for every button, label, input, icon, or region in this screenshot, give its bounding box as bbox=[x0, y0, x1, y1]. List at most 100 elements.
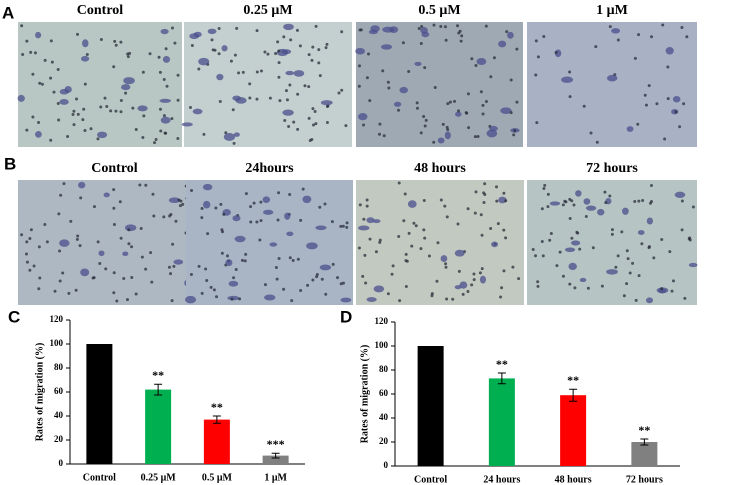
bar bbox=[86, 344, 113, 464]
cell bbox=[480, 267, 484, 271]
cell bbox=[378, 238, 382, 242]
cell bbox=[597, 208, 605, 216]
cell bbox=[451, 297, 455, 301]
cell bbox=[625, 249, 629, 253]
cell bbox=[212, 288, 216, 292]
cell bbox=[335, 276, 339, 280]
cell bbox=[344, 124, 348, 128]
cell bbox=[255, 70, 259, 74]
cell bbox=[535, 121, 539, 125]
x-tick-label: 24 hours bbox=[483, 474, 520, 485]
cell bbox=[401, 41, 405, 45]
cell bbox=[531, 247, 535, 251]
cell bbox=[586, 286, 590, 290]
cell bbox=[652, 256, 656, 260]
cell bbox=[317, 61, 321, 65]
cell bbox=[178, 204, 182, 208]
cell bbox=[37, 287, 41, 291]
cell bbox=[278, 99, 282, 103]
cell bbox=[600, 284, 604, 288]
cell bbox=[415, 101, 419, 105]
cell bbox=[217, 27, 221, 31]
cell bbox=[461, 292, 465, 296]
cell bbox=[368, 237, 372, 241]
cell bbox=[275, 277, 279, 281]
cell bbox=[37, 120, 41, 124]
cell bbox=[263, 209, 274, 215]
cell bbox=[205, 278, 209, 282]
image-caption: 0.25 μM bbox=[243, 3, 292, 18]
cell bbox=[412, 221, 416, 225]
cell bbox=[367, 52, 371, 56]
cell bbox=[340, 297, 352, 303]
cell bbox=[112, 65, 116, 69]
cell bbox=[484, 24, 488, 28]
cell bbox=[206, 232, 210, 236]
cell bbox=[237, 71, 241, 75]
cell bbox=[644, 103, 648, 107]
cell bbox=[104, 267, 108, 271]
cell bbox=[255, 29, 259, 33]
cell bbox=[57, 118, 61, 122]
cell bbox=[459, 39, 463, 43]
x-tick-label: 1 μM bbox=[264, 472, 287, 483]
cell bbox=[320, 277, 324, 281]
cell bbox=[176, 73, 180, 77]
cell bbox=[119, 40, 123, 44]
cell bbox=[570, 199, 574, 203]
cell bbox=[229, 59, 233, 63]
cell bbox=[470, 283, 474, 287]
cell bbox=[137, 105, 148, 112]
cell bbox=[564, 247, 576, 253]
cell bbox=[498, 40, 507, 48]
cell bbox=[568, 262, 577, 271]
panel-label: A bbox=[2, 3, 14, 22]
cell bbox=[248, 96, 252, 100]
cell bbox=[190, 44, 194, 48]
cell bbox=[29, 228, 33, 232]
cell bbox=[171, 26, 175, 30]
y-tick-label: 40 bbox=[54, 410, 64, 420]
cell bbox=[628, 271, 632, 275]
cell bbox=[457, 31, 461, 35]
cell bbox=[573, 286, 577, 290]
micrograph bbox=[18, 22, 182, 147]
cell bbox=[606, 74, 618, 82]
cell bbox=[25, 240, 29, 244]
cell bbox=[373, 285, 385, 293]
cell bbox=[355, 47, 366, 55]
cell bbox=[476, 134, 480, 138]
cell bbox=[139, 227, 143, 231]
cell bbox=[162, 114, 166, 118]
cell bbox=[460, 34, 464, 38]
cell bbox=[358, 203, 362, 207]
cell bbox=[423, 66, 427, 70]
cell bbox=[339, 224, 343, 228]
cell bbox=[499, 295, 503, 299]
cell bbox=[164, 131, 168, 135]
cell bbox=[266, 52, 270, 56]
cell bbox=[631, 261, 635, 265]
cell bbox=[466, 207, 470, 211]
cell bbox=[263, 283, 267, 287]
cell bbox=[160, 28, 169, 35]
cell bbox=[228, 280, 239, 287]
y-tick-label: 0 bbox=[59, 458, 64, 468]
cell bbox=[641, 199, 645, 203]
cell bbox=[504, 236, 508, 240]
cell bbox=[456, 24, 460, 28]
cell bbox=[445, 125, 449, 129]
cell bbox=[357, 84, 361, 88]
cell bbox=[670, 289, 674, 293]
cell bbox=[444, 265, 448, 269]
cell bbox=[17, 94, 25, 102]
cell bbox=[231, 108, 235, 112]
cell bbox=[603, 190, 607, 194]
cell bbox=[82, 39, 89, 48]
cell bbox=[444, 262, 448, 266]
cell bbox=[633, 200, 637, 204]
cell bbox=[72, 109, 76, 113]
cell bbox=[152, 214, 156, 218]
cell bbox=[420, 26, 428, 34]
cell bbox=[61, 271, 65, 275]
